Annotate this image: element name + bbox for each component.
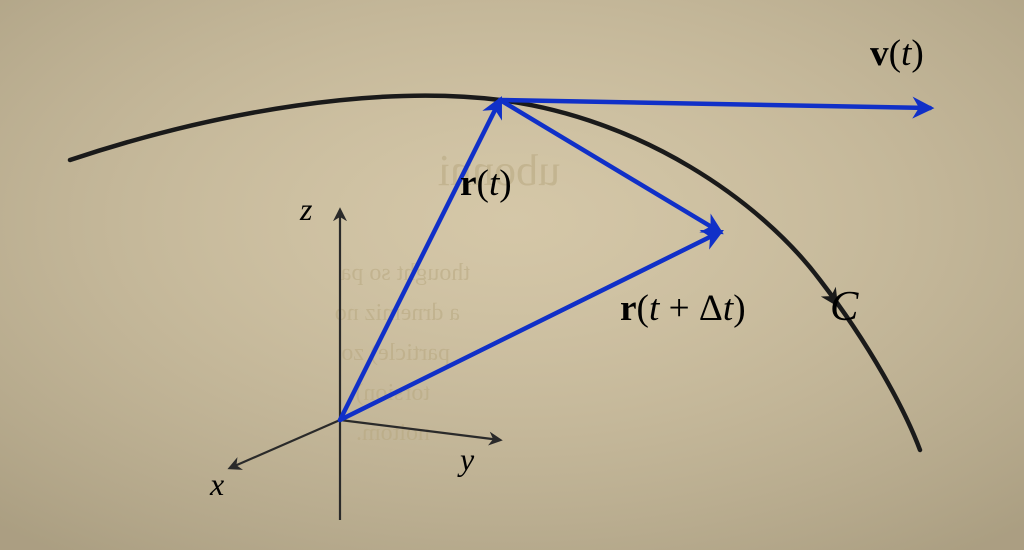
vector-label-v_t: v(t) xyxy=(870,33,924,74)
vector-label-r_t: r(t) xyxy=(460,163,512,204)
axis-label-y: y xyxy=(457,442,475,477)
vignette xyxy=(0,0,1024,550)
curve-label: C xyxy=(830,283,859,330)
svg-text:thought so pa: thought so pa xyxy=(340,260,470,286)
axis-label-x: x xyxy=(209,467,224,502)
svg-text:particle) zo: particle) zo xyxy=(341,340,450,366)
vector-label-r_t_dt: r(t + Δt) xyxy=(620,288,746,329)
axis-label-z: z xyxy=(299,192,312,227)
